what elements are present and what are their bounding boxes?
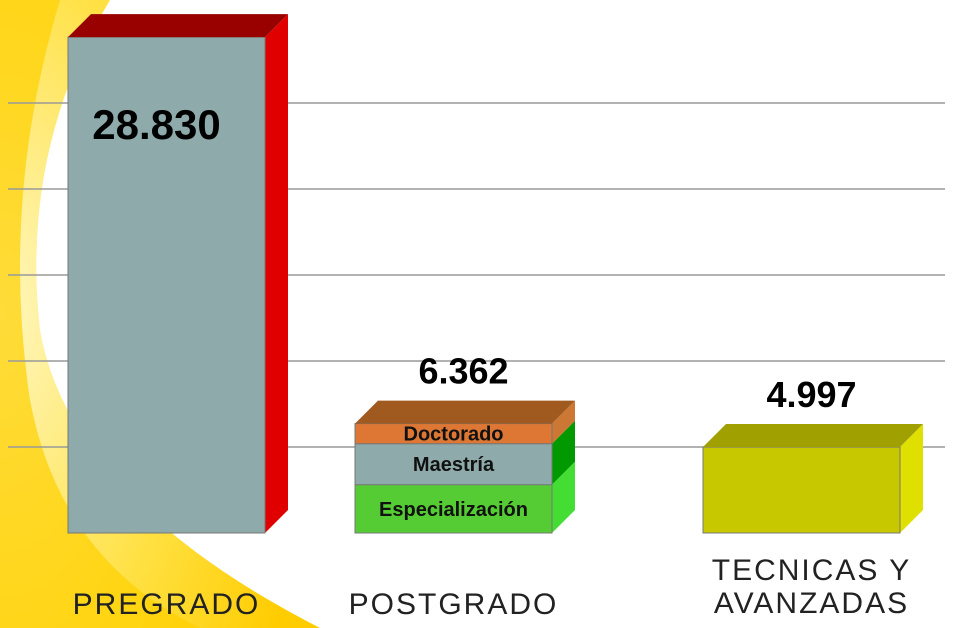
bar-segment-side [552, 461, 575, 533]
segment-label: Especialización [379, 499, 528, 521]
x-tick-label: TECNICAS Y AVANZADAS [711, 554, 912, 620]
bar-segment-side [552, 420, 575, 485]
bar-segment [354, 484, 553, 534]
bar-top [68, 14, 288, 38]
value-label: 4.997 [766, 374, 856, 415]
value-label: 28.830 [92, 101, 220, 148]
bar-top [355, 400, 575, 424]
bar [702, 446, 901, 534]
background-swoosh [0, 0, 200, 628]
x-tick-label: PREGRADO [72, 588, 261, 621]
bar [67, 36, 266, 534]
segment-label: Doctorado [404, 424, 504, 446]
bar-side [900, 424, 923, 533]
segment-label: Maestría [413, 454, 495, 476]
bar-segment-side [552, 400, 575, 444]
value-label: 6.362 [418, 351, 508, 392]
bar-side [265, 14, 288, 533]
bar-segment [354, 443, 553, 486]
bar-top [703, 424, 923, 448]
x-tick-label: POSTGRADO [348, 588, 559, 621]
